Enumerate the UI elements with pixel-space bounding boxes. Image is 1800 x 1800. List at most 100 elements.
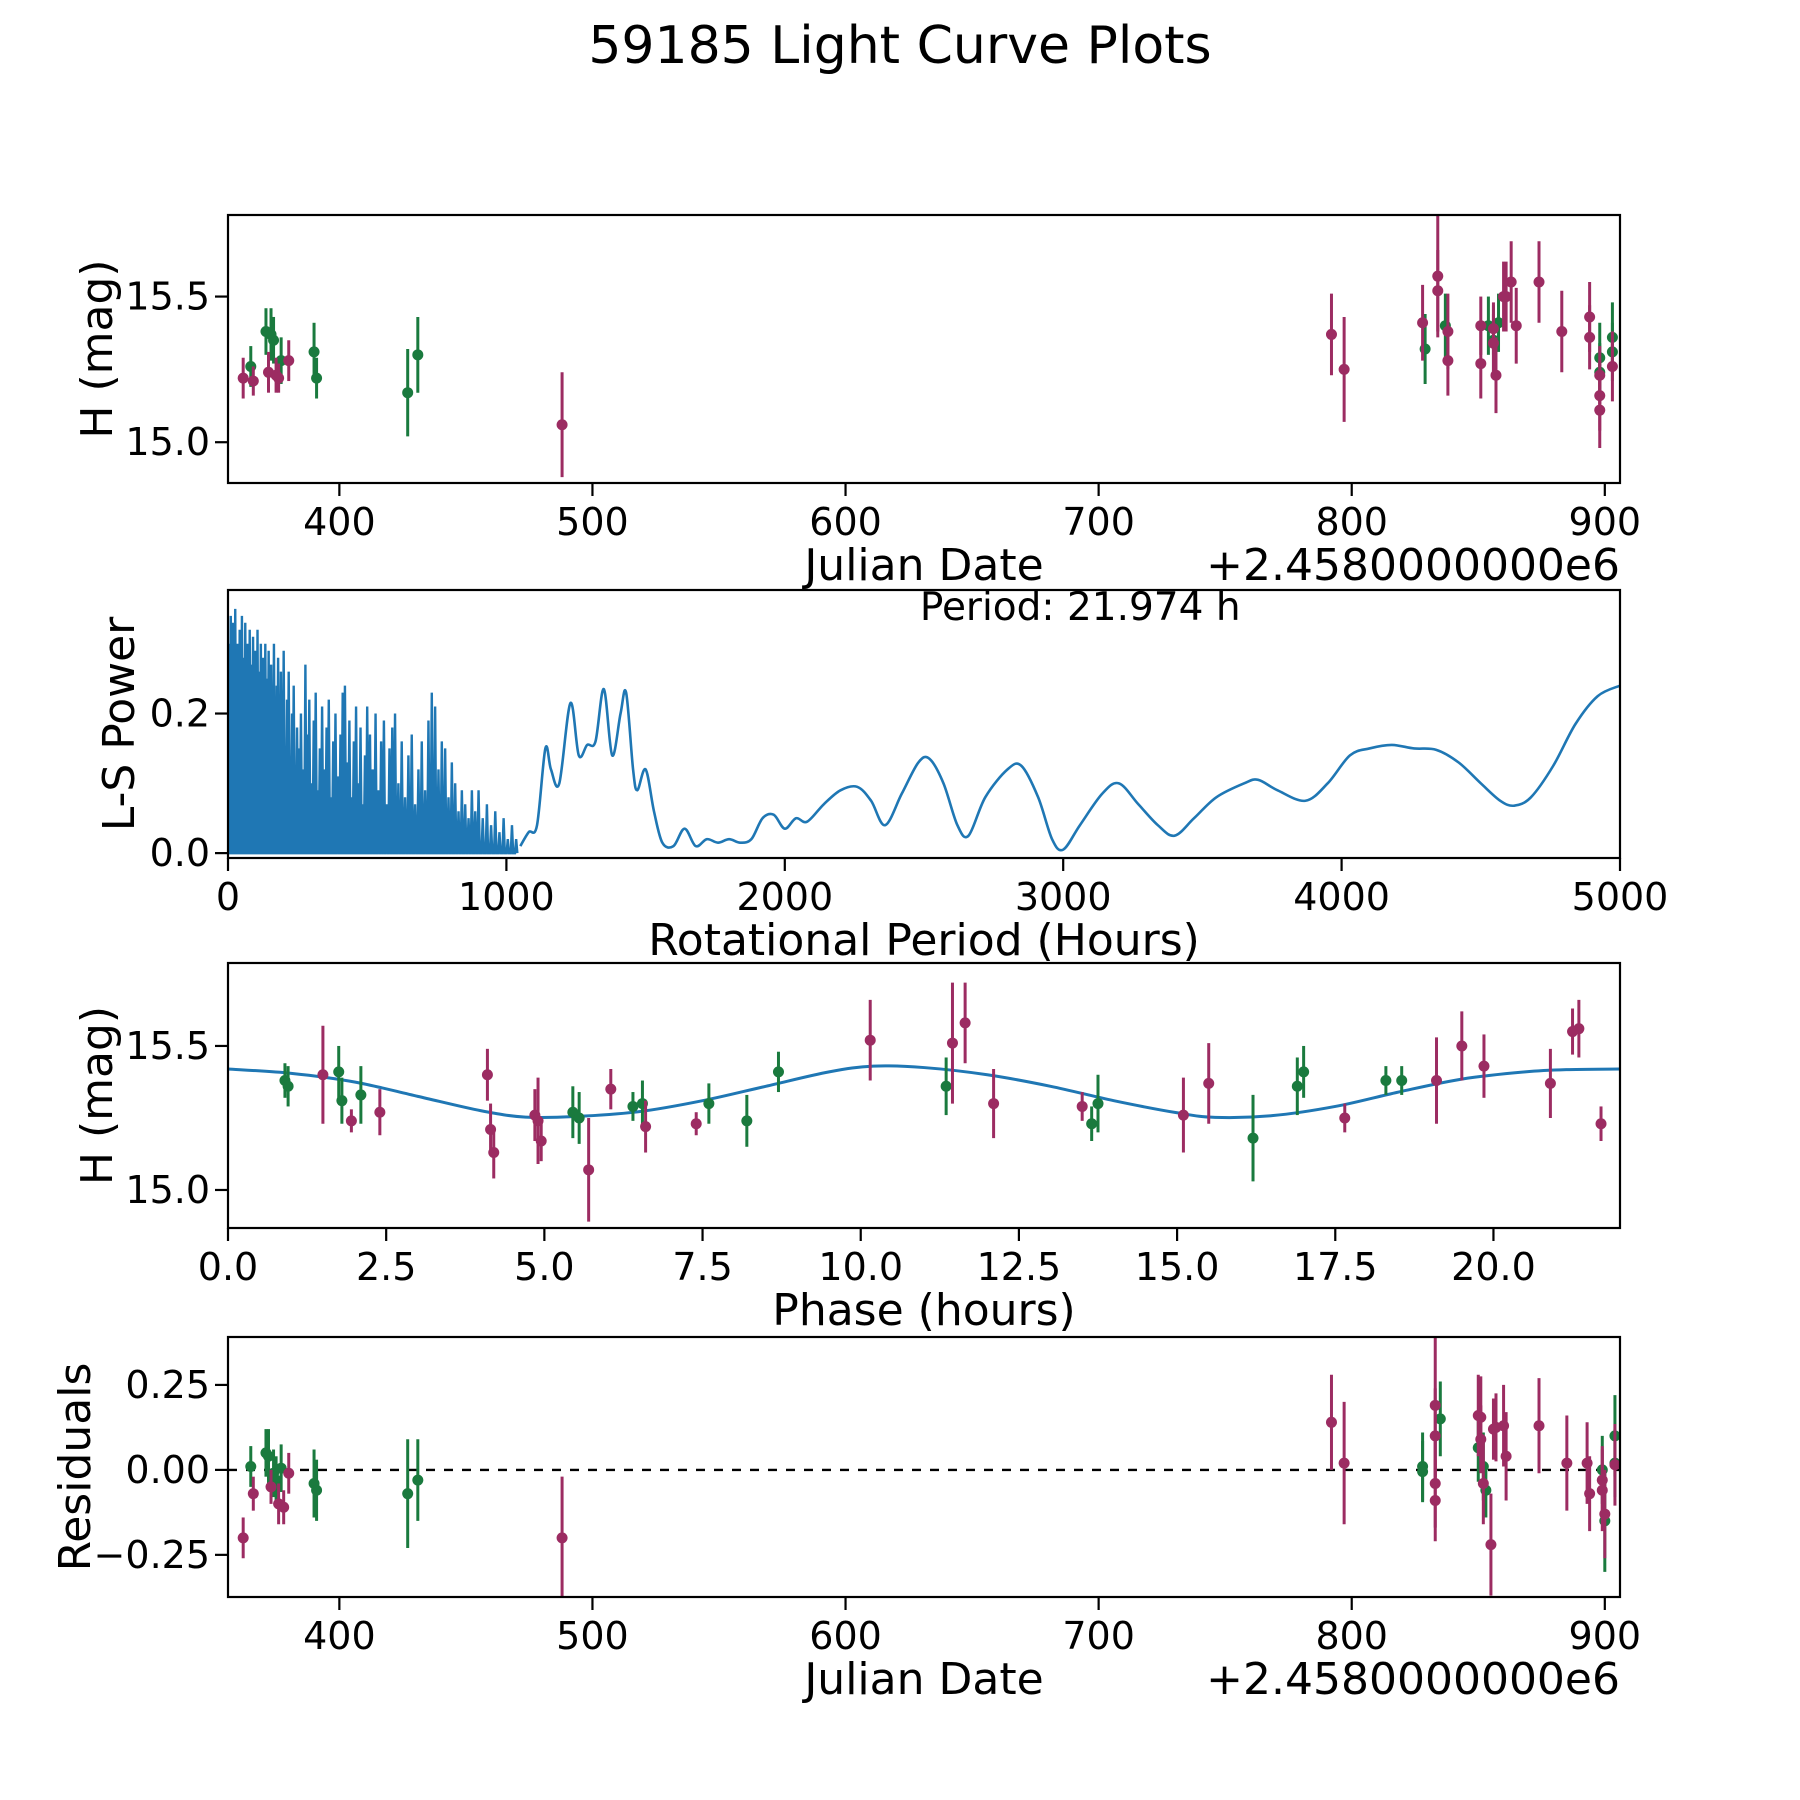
light-curve-green-observations <box>245 293 1618 437</box>
x-tick-label: 12.5 <box>977 1245 1062 1289</box>
periodogram-noise-spikes <box>228 608 519 855</box>
data-point <box>273 372 285 384</box>
y-tick-label: 0.25 <box>125 1363 210 1407</box>
data-point <box>1339 1112 1351 1124</box>
data-point <box>605 1083 617 1095</box>
data-point <box>583 1164 595 1176</box>
data-point <box>345 1115 357 1127</box>
data-point <box>412 1474 424 1486</box>
data-point <box>864 1034 876 1046</box>
data-point <box>1076 1100 1088 1112</box>
data-point <box>1475 1433 1487 1445</box>
data-point <box>1380 1075 1392 1087</box>
data-point <box>1429 1430 1441 1442</box>
phase-green-observations <box>279 1045 1408 1182</box>
y-axis-label: Residuals <box>50 1363 101 1572</box>
data-point <box>1442 355 1454 367</box>
data-point <box>703 1098 715 1110</box>
light-curve-purple-observations <box>237 215 1618 478</box>
data-point <box>311 1484 323 1496</box>
data-point <box>946 1037 958 1049</box>
data-point <box>488 1147 500 1159</box>
data-point <box>1556 326 1568 338</box>
x-tick-label: 4000 <box>1293 875 1390 919</box>
x-tick-label: 900 <box>1569 1614 1642 1658</box>
x-tick-label: 5000 <box>1572 875 1669 919</box>
x-tick-label: 5.0 <box>514 1245 574 1289</box>
phase-purple-observations <box>317 982 1607 1222</box>
phase-plot: 0.0 2.5 5.0 7.5 10.0 12.5 15.0 17.5 20.0 15.0 15.5… <box>72 961 1622 1336</box>
data-point <box>640 1121 652 1133</box>
y-tick-label: 15.5 <box>125 1024 210 1068</box>
data-point <box>556 1532 568 1544</box>
y-tick-label: −0.25 <box>94 1533 210 1577</box>
data-point <box>1606 360 1618 372</box>
axes-spines <box>226 1335 1622 1599</box>
data-point <box>741 1115 753 1127</box>
x-tick-label: 20.0 <box>1451 1245 1536 1289</box>
data-point <box>247 1488 259 1500</box>
data-point <box>317 1069 329 1081</box>
data-point <box>402 1488 414 1500</box>
data-point <box>1177 1109 1189 1121</box>
data-point <box>1456 1040 1468 1052</box>
data-point <box>1086 1118 1098 1130</box>
data-point <box>1475 358 1487 370</box>
x-tick-label: 900 <box>1569 500 1642 544</box>
y-axis-label: H (mag) <box>72 259 123 438</box>
data-point <box>1500 1450 1512 1462</box>
y-tick-label: 0.00 <box>125 1448 210 1492</box>
data-point <box>1417 317 1429 329</box>
data-point <box>1432 285 1444 297</box>
x-tick-label: 600 <box>809 500 882 544</box>
data-point <box>1584 1488 1596 1500</box>
data-point <box>1092 1098 1104 1110</box>
data-point <box>282 1080 294 1092</box>
data-point <box>237 372 249 384</box>
data-point <box>308 346 320 358</box>
data-point <box>1434 1413 1446 1425</box>
x-axis-label: Phase (hours) <box>772 1285 1075 1336</box>
x-tick-label: 500 <box>556 500 629 544</box>
data-point <box>1561 1457 1573 1469</box>
data-point <box>402 387 414 399</box>
x-tick-label: 400 <box>303 1614 376 1658</box>
x-tick-label: 800 <box>1315 500 1388 544</box>
data-point <box>1477 1477 1489 1489</box>
data-point <box>333 1066 345 1078</box>
data-point <box>278 1501 290 1513</box>
x-tick-label: 15.0 <box>1135 1245 1220 1289</box>
x-axis-offset-label: +2.4580000000e6 <box>1206 1654 1620 1705</box>
x-tick-label: 800 <box>1315 1614 1388 1658</box>
data-point <box>283 1467 295 1479</box>
x-tick-label: 600 <box>809 1614 882 1658</box>
data-point <box>535 1135 547 1147</box>
residuals-plot: 400 500 600 700 800 900 −0.25 0.00 0.25 Julian Da… <box>50 1335 1642 1705</box>
data-point <box>690 1118 702 1130</box>
x-tick-label: 1000 <box>458 875 555 919</box>
x-axis-label: Julian Date <box>801 540 1043 591</box>
data-point <box>1490 369 1502 381</box>
data-point <box>1485 1539 1497 1551</box>
data-point <box>1595 1118 1607 1130</box>
data-point <box>262 1450 274 1462</box>
residuals-purple-observations <box>237 1337 1620 1597</box>
data-point <box>275 355 287 367</box>
data-point <box>1599 1508 1611 1520</box>
x-tick-label: 700 <box>1062 1614 1135 1658</box>
x-axis-offset-label: +2.4580000000e6 <box>1206 540 1620 591</box>
data-point <box>627 1100 639 1112</box>
data-point <box>1338 363 1350 375</box>
residuals-green-observations <box>245 1381 1620 1572</box>
light-curve-plot-area <box>237 215 1618 478</box>
data-point <box>268 334 280 346</box>
data-point <box>237 1532 249 1544</box>
data-point <box>1325 328 1337 340</box>
y-tick-label: 15.5 <box>125 275 210 319</box>
x-tick-label: 500 <box>556 1614 629 1658</box>
data-point <box>1325 1416 1337 1428</box>
data-point <box>247 375 259 387</box>
data-point <box>1298 1066 1310 1078</box>
x-tick-label: 2.5 <box>356 1245 416 1289</box>
